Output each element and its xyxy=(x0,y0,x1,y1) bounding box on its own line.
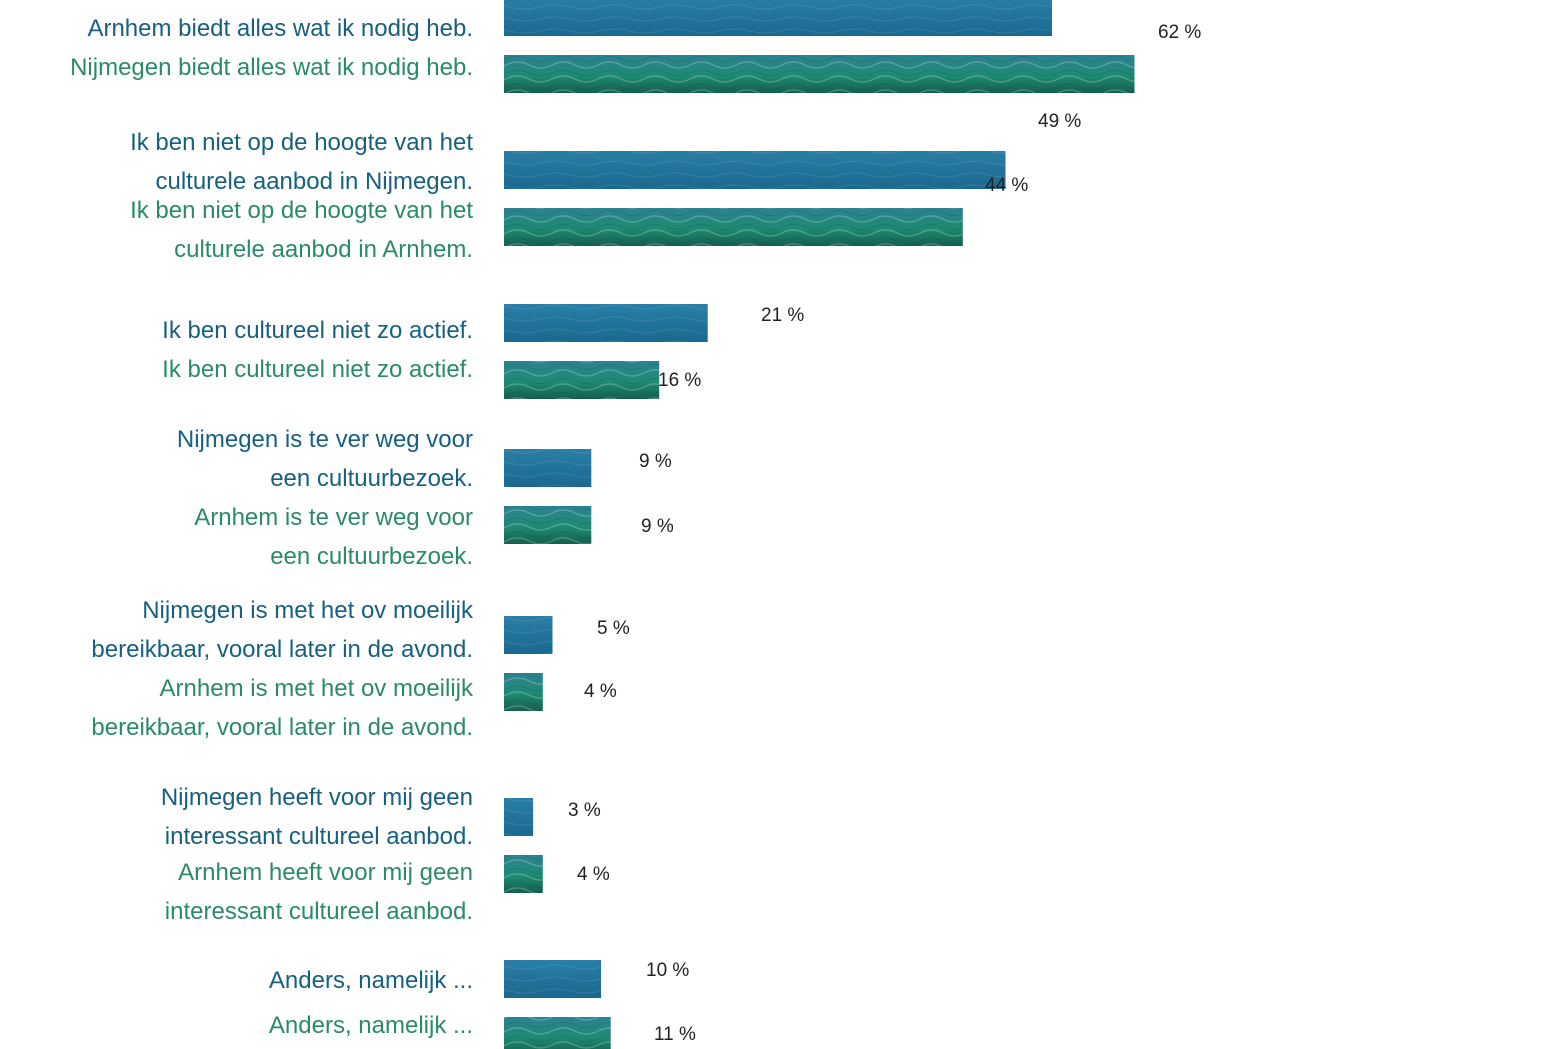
bar-texture-group-5-2 xyxy=(504,673,543,711)
bar-texture-group-7-2 xyxy=(504,1017,611,1049)
bar-texture-group-4-1 xyxy=(504,449,592,487)
value-label-group-5-2: 4 % xyxy=(584,681,617,702)
category-label-group-2-1-line-2: culturele aanbod in Nijmegen. xyxy=(155,168,473,195)
category-label-group-1-1-line-1: Arnhem biedt alles wat ik nodig heb. xyxy=(87,15,473,42)
category-label-group-1-2-line-1: Nijmegen biedt alles wat ik nodig heb. xyxy=(70,54,473,81)
value-label-group-2-1: 44 % xyxy=(985,175,1028,196)
bar-texture-group-1-1 xyxy=(504,0,1053,36)
category-label-group-6-2-line-2: interessant cultureel aanbod. xyxy=(165,898,473,925)
bar-texture-group-2-2 xyxy=(504,208,963,246)
value-label-group-1-2: 49 % xyxy=(1038,111,1081,132)
value-label-group-6-2: 4 % xyxy=(577,864,610,885)
value-label-group-7-2: 11 % xyxy=(654,1024,696,1045)
category-label-group-5-1-line-2: bereikbaar, vooral later in de avond. xyxy=(91,636,473,663)
category-label-group-6-2-line-1: Arnhem heeft voor mij geen xyxy=(178,859,473,886)
bars-layer xyxy=(504,0,1135,1049)
value-label-group-1-1: 62 % xyxy=(1158,22,1201,43)
bar-texture-group-1-2 xyxy=(504,55,1135,93)
category-label-group-6-1-line-1: Nijmegen heeft voor mij geen xyxy=(161,784,473,811)
category-label-group-2-2-line-2: culturele aanbod in Arnhem. xyxy=(174,236,473,263)
value-label-group-7-1: 10 % xyxy=(646,960,689,981)
labels-layer: 62 % Arnhem biedt alles wat ik nodig heb.… xyxy=(70,15,1201,1045)
value-label-group-6-1: 3 % xyxy=(568,800,601,821)
category-label-group-5-2-line-2: bereikbaar, vooral later in de avond. xyxy=(91,714,473,741)
category-label-group-4-1-line-2: een cultuurbezoek. xyxy=(270,465,473,492)
category-label-group-5-2-line-1: Arnhem is met het ov moeilijk xyxy=(160,675,474,702)
bar-texture-group-4-2 xyxy=(504,506,592,544)
bar-texture-group-7-1 xyxy=(504,960,601,998)
category-label-group-7-1-line-1: Anders, namelijk ... xyxy=(269,967,473,994)
category-label-group-2-1-line-1: Ik ben niet op de hoogte van het xyxy=(130,129,473,156)
category-label-group-3-1-line-1: Ik ben cultureel niet zo actief. xyxy=(162,317,473,344)
bar-texture-group-6-2 xyxy=(504,855,543,893)
value-label-group-3-1: 21 % xyxy=(761,305,804,326)
bar-texture-group-3-1 xyxy=(504,304,708,342)
category-label-group-6-1-line-2: interessant cultureel aanbod. xyxy=(165,823,473,850)
category-label-group-4-2-line-1: Arnhem is te ver weg voor xyxy=(194,504,473,531)
bar-texture-group-6-1 xyxy=(504,798,534,836)
category-label-group-2-2-line-1: Ik ben niet op de hoogte van het xyxy=(130,197,473,224)
category-label-group-4-1-line-1: Nijmegen is te ver weg voor xyxy=(177,426,473,453)
bar-texture-group-3-2 xyxy=(504,361,660,399)
category-label-group-3-2-line-1: Ik ben cultureel niet zo actief. xyxy=(162,356,473,383)
category-label-group-5-1-line-1: Nijmegen is met het ov moeilijk xyxy=(142,597,474,624)
category-label-group-4-2-line-2: een cultuurbezoek. xyxy=(270,543,473,570)
value-label-group-3-2: 16 % xyxy=(658,370,701,391)
bar-texture-group-5-1 xyxy=(504,616,553,654)
value-label-group-4-1: 9 % xyxy=(639,451,672,472)
value-label-group-4-2: 9 % xyxy=(641,516,674,537)
bar-texture-group-2-1 xyxy=(504,151,1006,189)
value-label-group-5-1: 5 % xyxy=(597,618,630,639)
category-label-group-7-2-line-1: Anders, namelijk ... xyxy=(269,1012,473,1039)
